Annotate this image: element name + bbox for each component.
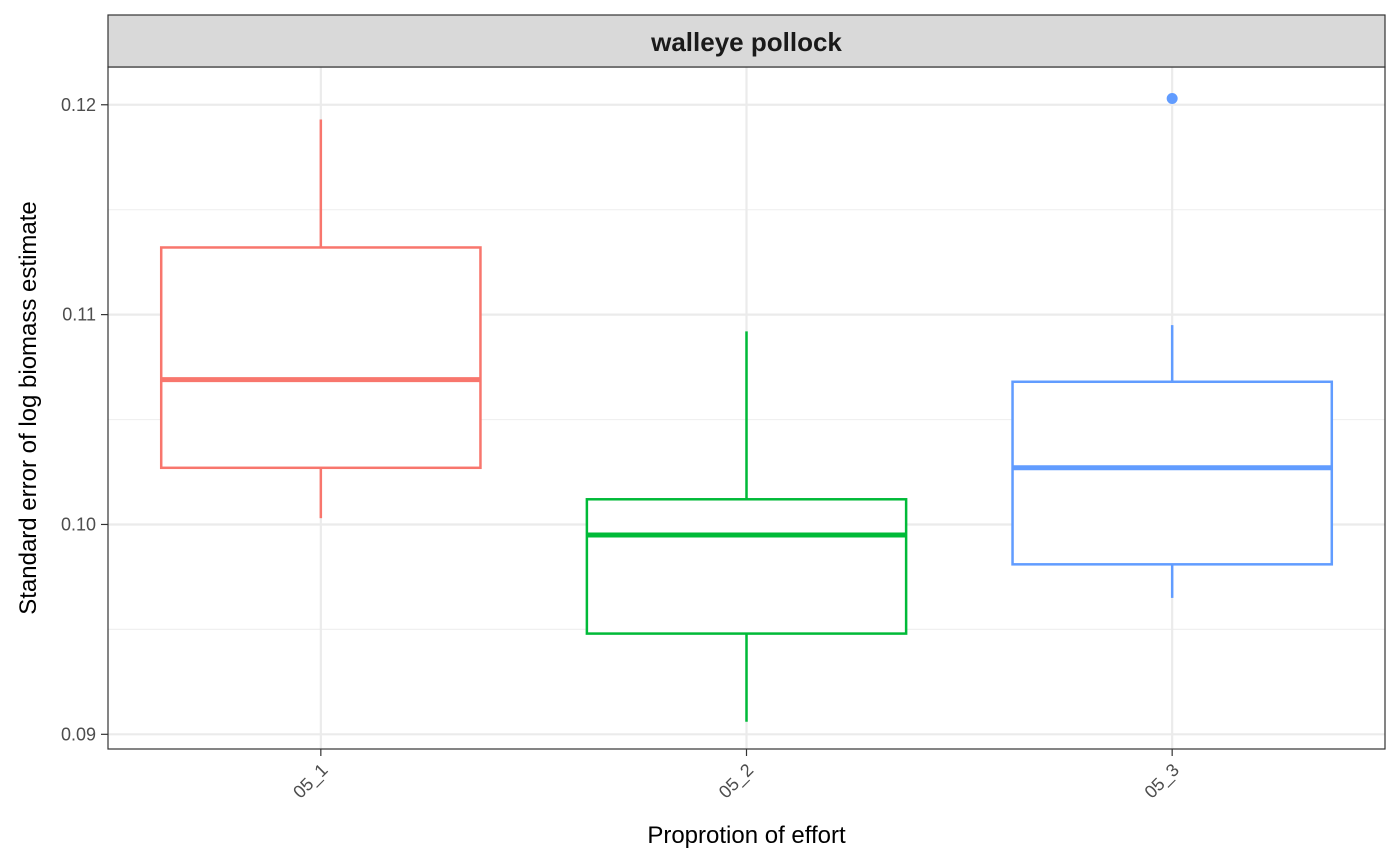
x-tick-label: 05_3 bbox=[1141, 760, 1184, 803]
x-tick-label: 05_1 bbox=[289, 760, 332, 803]
box-05_3 bbox=[1011, 92, 1334, 598]
outlier-point bbox=[1166, 92, 1178, 104]
facet-title: walleye pollock bbox=[650, 27, 842, 57]
y-axis: 0.09 0.10 0.11 0.12 bbox=[61, 95, 108, 744]
y-tick-label: 0.11 bbox=[62, 305, 96, 325]
box-iqr bbox=[585, 498, 908, 635]
y-tick-label: 0.10 bbox=[61, 514, 96, 534]
box-05_2 bbox=[585, 331, 908, 722]
box-05_1 bbox=[159, 119, 482, 519]
facet-strip bbox=[107, 14, 1386, 68]
x-axis-title: Proprotion of effort bbox=[647, 822, 846, 849]
y-axis-title: Standard error of log biomass estimate bbox=[15, 201, 42, 615]
x-axis: 05_1 05_2 05_3 bbox=[289, 749, 1184, 803]
y-tick-label: 0.09 bbox=[61, 724, 96, 744]
box-iqr bbox=[159, 246, 482, 470]
x-tick-label: 05_2 bbox=[715, 760, 758, 803]
boxplot-series bbox=[159, 92, 1334, 722]
box-iqr bbox=[1011, 380, 1334, 566]
y-tick-label: 0.12 bbox=[61, 95, 96, 115]
